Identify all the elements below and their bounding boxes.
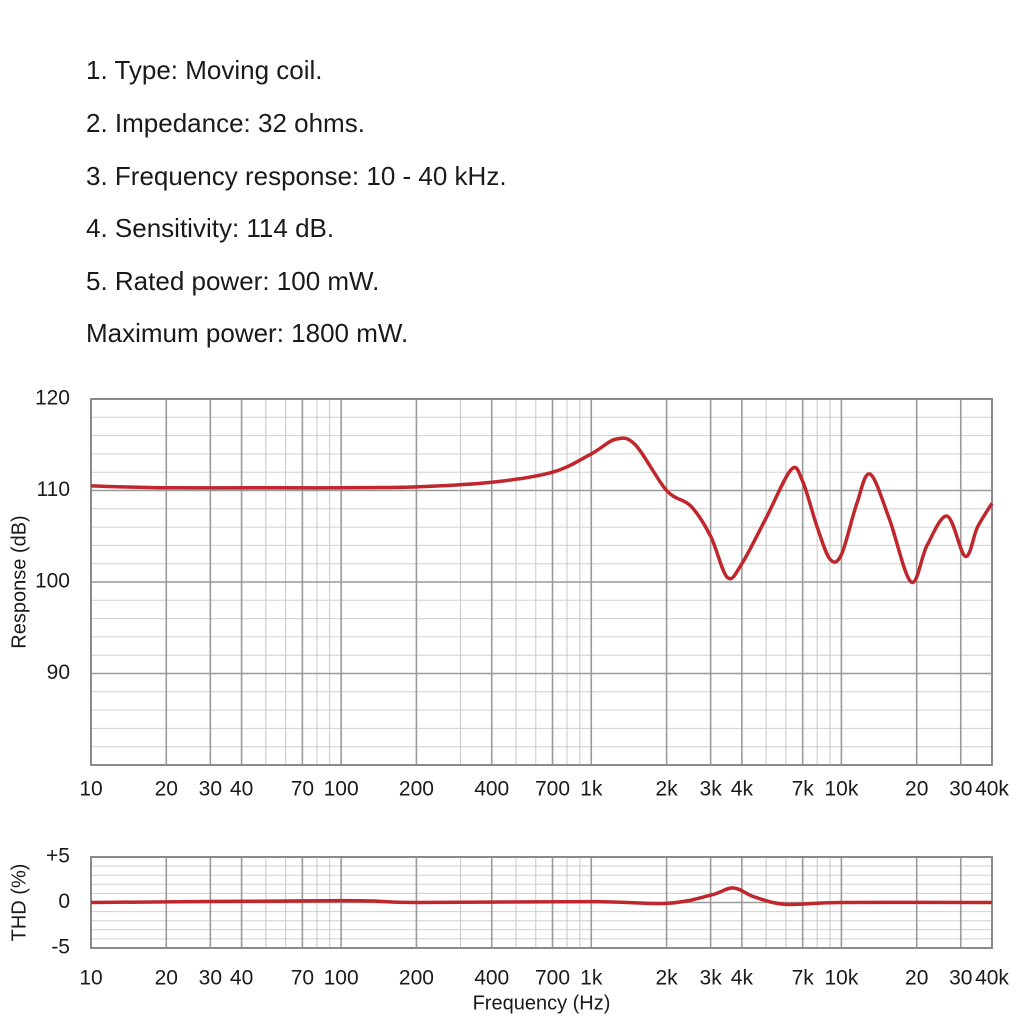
spec-line: Maximum power: 1800 mW. [86, 318, 408, 348]
x-tick-label: 100 [324, 778, 359, 801]
x-tick-label: 30 [199, 778, 222, 801]
response-line [90, 886, 993, 907]
x-tick-label: 1k [580, 778, 603, 801]
x-tick-label: 30 [949, 778, 972, 801]
x-tick-label: 20 [155, 778, 178, 801]
x-tick-label: 3k [700, 778, 723, 801]
y-tick-label: 90 [47, 661, 70, 684]
x-tick-label: 400 [474, 778, 509, 801]
y-tick-label: 120 [35, 387, 70, 410]
x-tick-label: 100 [324, 967, 359, 990]
x-tick-label: 700 [535, 967, 570, 990]
x-tick-label: 30 [199, 967, 222, 990]
spec-line: 5. Rated power: 100 mW. [86, 266, 379, 296]
spec-line: 1. Type: Moving coil. [86, 55, 323, 85]
spec-line: 3. Frequency response: 10 - 40 kHz. [86, 161, 507, 191]
spec-line: 2. Impedance: 32 ohms. [86, 108, 365, 138]
y-tick-label: 100 [35, 570, 70, 593]
x-tick-label: 1k [580, 967, 603, 990]
x-tick-label: 2k [655, 778, 678, 801]
x-tick-label: 10 [79, 778, 102, 801]
x-tick-label: 700 [535, 778, 570, 801]
x-tick-label: 7k [792, 778, 815, 801]
x-tick-label: 10k [824, 778, 858, 801]
x-tick-label: 10 [79, 967, 102, 990]
x-tick-label: 30 [949, 967, 972, 990]
x-tick-label: 20 [905, 778, 928, 801]
y-tick-label: +5 [46, 845, 70, 868]
x-tick-label: 40 [230, 967, 253, 990]
x-tick-label: 20 [155, 967, 178, 990]
x-tick-label: 7k [792, 967, 815, 990]
x-tick-label: 3k [700, 967, 723, 990]
y-axis-label: THD (%) [8, 864, 30, 942]
x-tick-label: 4k [731, 778, 754, 801]
y-axis-label: Response (dB) [8, 515, 30, 648]
x-tick-label: 4k [731, 967, 754, 990]
x-tick-label: 40k [975, 967, 1009, 990]
response-line [90, 436, 994, 584]
x-tick-label: 2k [655, 967, 678, 990]
y-tick-label: -5 [51, 936, 70, 959]
x-tick-label: 40k [975, 778, 1009, 801]
x-tick-label: 200 [399, 967, 434, 990]
x-tick-label: 40 [230, 778, 253, 801]
y-tick-label: 0 [58, 890, 70, 913]
spec-line: 4. Sensitivity: 114 dB. [86, 213, 334, 243]
x-tick-label: 10k [824, 967, 858, 990]
x-tick-label: 20 [905, 967, 928, 990]
plot-frame [90, 398, 993, 766]
x-tick-label: 200 [399, 778, 434, 801]
x-tick-label: 70 [291, 967, 314, 990]
x-axis-label: Frequency (Hz) [473, 992, 611, 1014]
y-tick-label: 110 [37, 478, 70, 501]
x-tick-label: 70 [291, 778, 314, 801]
x-tick-label: 400 [474, 967, 509, 990]
